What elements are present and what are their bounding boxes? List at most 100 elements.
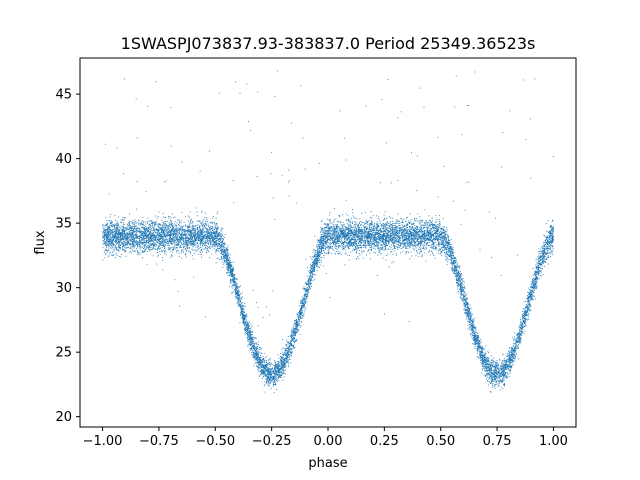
- data-point: [149, 246, 151, 248]
- data-point: [550, 241, 552, 243]
- data-point: [131, 228, 133, 230]
- data-point: [179, 220, 181, 222]
- data-point: [344, 236, 346, 237]
- data-point: [366, 226, 368, 228]
- data-point: [406, 251, 407, 253]
- data-point: [267, 373, 268, 375]
- data-point: [354, 217, 356, 219]
- data-point: [467, 312, 468, 314]
- data-point: [481, 360, 483, 362]
- data-point: [223, 236, 225, 238]
- data-point: [340, 233, 342, 235]
- data-point: [184, 243, 186, 245]
- data-point: [286, 347, 288, 349]
- data-point: [144, 244, 146, 246]
- data-point: [147, 231, 149, 233]
- data-point: [510, 365, 512, 367]
- data-point: [244, 315, 246, 316]
- data-point: [109, 229, 111, 231]
- data-point: [102, 235, 104, 237]
- data-point: [467, 310, 469, 312]
- data-point: [375, 234, 377, 236]
- data-point: [347, 245, 349, 247]
- data-point: [124, 251, 126, 252]
- data-point: [316, 265, 317, 267]
- data-point: [437, 229, 439, 231]
- data-point: [260, 361, 262, 363]
- data-point: [468, 181, 470, 183]
- data-point: [526, 312, 527, 314]
- data-point: [206, 246, 208, 247]
- data-point: [504, 375, 506, 377]
- data-point: [200, 256, 202, 258]
- data-point: [204, 235, 206, 237]
- data-point: [150, 235, 152, 237]
- data-point: [329, 246, 331, 248]
- data-point: [112, 226, 114, 227]
- data-point: [420, 248, 422, 250]
- data-point: [503, 384, 505, 386]
- data-point: [376, 227, 378, 229]
- data-point: [413, 241, 415, 243]
- data-point: [240, 306, 241, 308]
- data-point: [414, 220, 416, 222]
- data-point: [144, 241, 146, 243]
- data-point: [373, 252, 375, 253]
- data-point: [341, 238, 343, 240]
- data-point: [384, 224, 385, 226]
- data-point: [102, 237, 104, 239]
- data-point: [305, 302, 307, 304]
- data-point: [146, 231, 148, 233]
- data-point: [514, 346, 516, 348]
- data-point: [174, 245, 176, 247]
- data-point: [356, 245, 358, 247]
- data-point: [327, 227, 329, 229]
- data-point: [443, 250, 445, 252]
- data-point: [385, 249, 387, 251]
- data-point: [537, 276, 539, 278]
- data-point: [159, 232, 161, 233]
- data-point: [146, 240, 148, 242]
- data-point: [391, 220, 393, 222]
- data-point: [109, 216, 111, 218]
- data-point: [481, 346, 483, 348]
- data-point: [447, 255, 449, 257]
- data-point: [344, 241, 346, 243]
- data-point: [405, 253, 407, 255]
- data-point: [408, 229, 410, 231]
- data-point: [446, 240, 448, 242]
- data-point: [207, 231, 209, 233]
- data-point: [517, 347, 519, 349]
- data-point: [505, 372, 507, 373]
- data-point: [498, 371, 500, 373]
- data-point: [155, 234, 156, 236]
- data-point: [257, 348, 259, 350]
- data-point: [144, 227, 146, 229]
- data-point: [541, 253, 543, 254]
- data-point: [464, 308, 466, 310]
- data-point: [274, 383, 276, 385]
- data-point: [285, 353, 287, 355]
- data-point: [204, 242, 206, 244]
- data-point: [325, 245, 327, 247]
- data-point: [367, 250, 369, 252]
- data-point: [426, 227, 428, 229]
- data-point: [242, 320, 244, 322]
- data-point: [348, 259, 350, 261]
- data-point: [200, 235, 202, 237]
- data-point: [406, 216, 408, 218]
- data-point: [428, 215, 430, 217]
- data-point: [534, 270, 536, 272]
- data-point: [186, 243, 188, 245]
- data-point: [301, 302, 303, 304]
- data-point: [484, 360, 486, 362]
- data-point: [335, 253, 337, 255]
- data-point: [319, 254, 321, 256]
- data-point: [474, 344, 476, 346]
- data-point: [396, 220, 398, 222]
- data-point: [540, 249, 542, 251]
- data-point: [385, 231, 387, 233]
- data-point: [136, 235, 138, 237]
- data-point: [318, 251, 320, 253]
- data-point: [255, 354, 257, 356]
